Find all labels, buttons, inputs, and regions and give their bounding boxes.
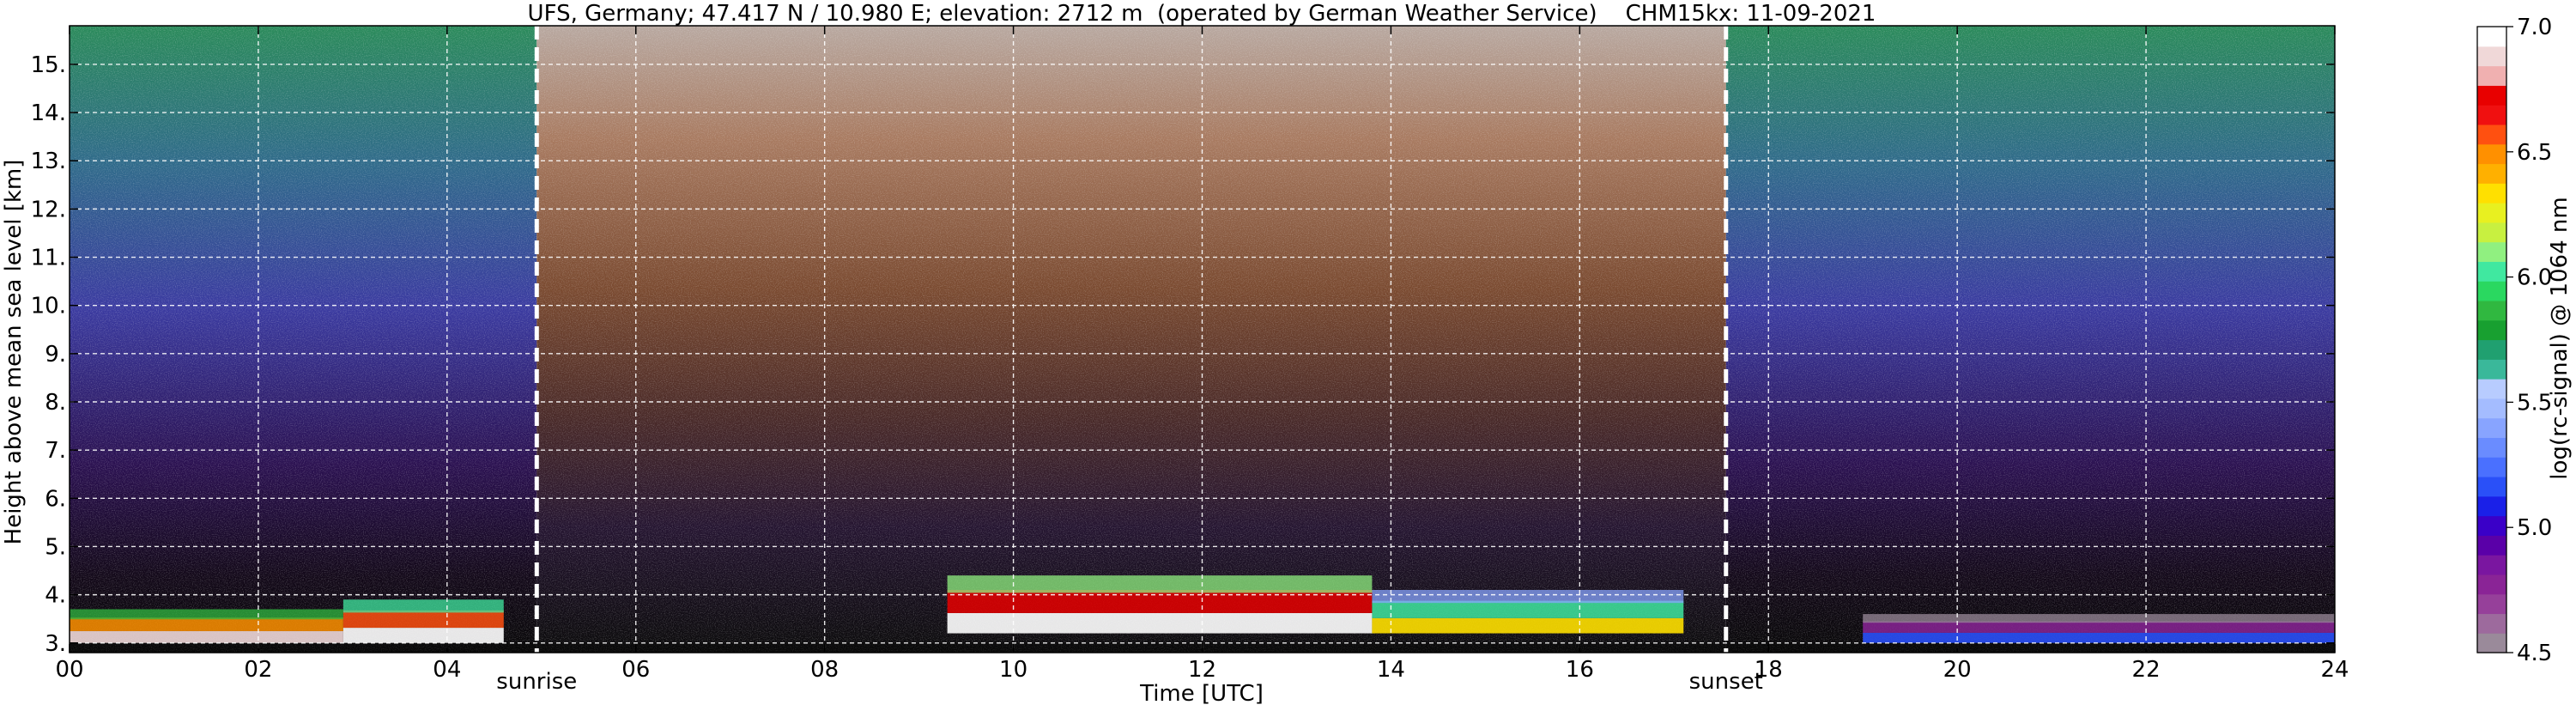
colorbar: 4.5 5.0 5.5 6.0 6.5 7.0 — [2476, 15, 2552, 666]
feature-core — [70, 631, 343, 643]
x-tick-label: 00 — [55, 657, 83, 683]
y-tick-label: 7. — [45, 438, 66, 464]
colorbar-tick-label: 6.5 — [2517, 140, 2552, 166]
colorbar-segment — [2477, 417, 2506, 439]
x-tick-label: 20 — [1943, 657, 1972, 683]
y-tick-label: 13. — [31, 149, 66, 174]
colorbar-segment — [2477, 261, 2506, 282]
colorbar-segment — [2477, 593, 2506, 615]
colorbar-segment — [2477, 319, 2506, 341]
event-label-sunset: sunset — [1689, 669, 1763, 695]
x-tick-label: 06 — [621, 657, 650, 683]
x-tick-label: 10 — [999, 657, 1027, 683]
y-tick-label: 6. — [45, 486, 66, 512]
event-lines: sunrise sunset — [496, 26, 1763, 695]
x-axis-label: Time [UTC] — [1139, 681, 1264, 707]
colorbar-segment — [2477, 613, 2506, 634]
colorbar-tick-label: 5.0 — [2517, 515, 2552, 541]
colorbar-segment — [2477, 65, 2506, 86]
y-tick-label: 10. — [31, 294, 66, 319]
feature-top — [342, 599, 504, 613]
feature-core — [947, 612, 1373, 634]
y-tick-label: 3. — [45, 631, 66, 657]
colorbar-segment — [2477, 633, 2506, 653]
colorbar-segment — [2477, 163, 2506, 184]
colorbar-segment — [2477, 359, 2506, 380]
event-label-sunrise: sunrise — [496, 669, 577, 695]
colorbar-frame — [2476, 26, 2507, 653]
feature-mid — [342, 610, 504, 629]
feature-mid — [70, 617, 343, 632]
x-tick-label: 12 — [1188, 657, 1216, 683]
colorbar-segment — [2477, 203, 2506, 223]
x-tick-label: 14 — [1377, 657, 1405, 683]
feature-core — [1372, 617, 1684, 634]
colorbar-segment — [2477, 457, 2506, 477]
colorbar-segment — [2477, 515, 2506, 536]
feature-top — [1863, 614, 2335, 623]
colorbar-segment — [2477, 574, 2506, 595]
colorbar-segment — [2477, 105, 2506, 125]
feature-mid — [1372, 600, 1684, 618]
colorbar-tick-label: 7.0 — [2517, 15, 2552, 40]
colorbar-segment — [2477, 27, 2506, 47]
colorbar-segment — [2477, 222, 2506, 243]
colorbar-label: log(rc-signal) @ 1064 nm — [2547, 197, 2573, 479]
y-tick-label: 15. — [31, 52, 66, 78]
feature-core — [342, 628, 504, 643]
feature-core — [1863, 632, 2335, 643]
colorbar-segment — [2477, 339, 2506, 360]
colorbar-segment — [2477, 495, 2506, 517]
colorbar-segment — [2477, 555, 2506, 575]
colorbar-segment — [2477, 85, 2506, 106]
y-tick-label: 4. — [45, 583, 66, 609]
colorbar-segment — [2477, 379, 2506, 399]
colorbar-segment — [2477, 46, 2506, 67]
colorbar-segment — [2477, 183, 2506, 204]
y-tick-label: 9. — [45, 342, 66, 368]
y-tick-label: 14. — [31, 100, 66, 126]
y-axis-label: Height above mean sea level [km] — [1, 160, 27, 545]
y-axis: 3. 4. 5. 6. 7. 8. 9. 10. 11. 12. 13. 14. 15. — [31, 52, 2335, 657]
grid-lines — [70, 26, 2335, 653]
y-tick-label: 5. — [45, 534, 66, 560]
colorbar-segment — [2477, 437, 2506, 458]
y-tick-label: 12. — [31, 197, 66, 222]
x-tick-label: 24 — [2320, 657, 2349, 683]
colorbar-segment — [2477, 476, 2506, 497]
feature-mid — [1863, 621, 2335, 633]
colorbar-segment — [2477, 300, 2506, 321]
y-tick-label: 8. — [45, 390, 66, 416]
colorbar-segment — [2477, 241, 2506, 262]
x-tick-label: 02 — [244, 657, 272, 683]
x-tick-label: 08 — [810, 657, 839, 683]
colorbar-segment — [2477, 398, 2506, 419]
x-tick-label: 04 — [433, 657, 461, 683]
colorbar-segment — [2477, 124, 2506, 145]
colorbar-tick-label: 5.5 — [2517, 390, 2552, 416]
feature-top — [70, 609, 343, 620]
colorbar-segment — [2477, 535, 2506, 556]
y-tick-label: 11. — [31, 246, 66, 271]
x-tick-label: 22 — [2132, 657, 2161, 683]
colorbar-tick-label: 6.0 — [2517, 265, 2552, 291]
colorbar-segment — [2477, 143, 2506, 165]
feature-mid — [947, 590, 1373, 613]
x-axis: 00 02 04 06 08 10 12 14 16 18 20 22 24 — [55, 26, 2349, 683]
colorbar-segment — [2477, 281, 2506, 301]
colorbar-tick-label: 4.5 — [2517, 641, 2552, 666]
x-tick-label: 16 — [1566, 657, 1594, 683]
feature-top — [947, 575, 1373, 593]
x-tick-label: 18 — [1755, 657, 1783, 683]
feature-top — [1372, 590, 1684, 604]
chart-title: UFS, Germany; 47.417 N / 10.980 E; eleva… — [528, 1, 1876, 27]
